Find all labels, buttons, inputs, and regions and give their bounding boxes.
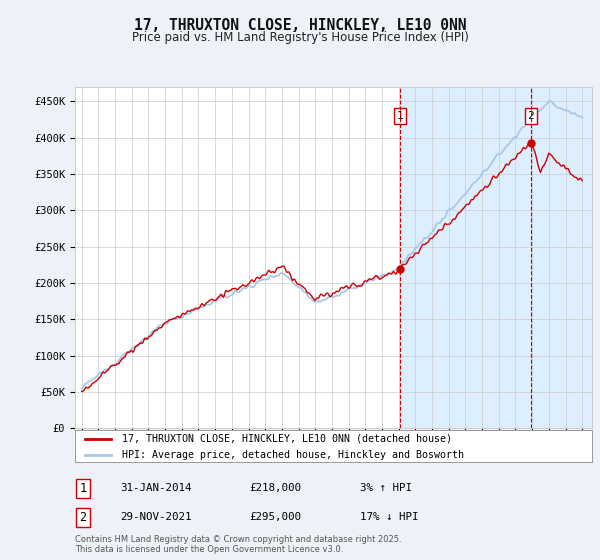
Text: £295,000: £295,000 xyxy=(249,512,301,522)
Text: 1: 1 xyxy=(397,111,403,121)
Text: HPI: Average price, detached house, Hinckley and Bosworth: HPI: Average price, detached house, Hinc… xyxy=(122,450,464,460)
Text: 17, THRUXTON CLOSE, HINCKLEY, LE10 0NN: 17, THRUXTON CLOSE, HINCKLEY, LE10 0NN xyxy=(134,18,466,33)
Text: 31-JAN-2014: 31-JAN-2014 xyxy=(120,483,191,493)
Text: 3% ↑ HPI: 3% ↑ HPI xyxy=(360,483,412,493)
Text: 17, THRUXTON CLOSE, HINCKLEY, LE10 0NN (detached house): 17, THRUXTON CLOSE, HINCKLEY, LE10 0NN (… xyxy=(122,433,452,444)
Text: Contains HM Land Registry data © Crown copyright and database right 2025.
This d: Contains HM Land Registry data © Crown c… xyxy=(75,535,401,554)
Text: 2: 2 xyxy=(79,511,86,524)
Bar xyxy=(400,87,592,428)
Text: 29-NOV-2021: 29-NOV-2021 xyxy=(120,512,191,522)
Text: 17% ↓ HPI: 17% ↓ HPI xyxy=(360,512,419,522)
Text: £218,000: £218,000 xyxy=(249,483,301,493)
Text: Price paid vs. HM Land Registry's House Price Index (HPI): Price paid vs. HM Land Registry's House … xyxy=(131,31,469,44)
Text: 1: 1 xyxy=(79,482,86,495)
Text: 2: 2 xyxy=(527,111,534,121)
